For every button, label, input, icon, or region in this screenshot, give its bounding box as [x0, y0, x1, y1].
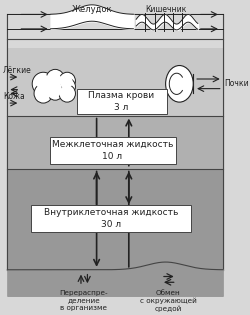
Bar	[7, 169, 223, 270]
Circle shape	[46, 69, 64, 89]
Text: Обмен
с окружающей
средой: Обмен с окружающей средой	[140, 290, 197, 312]
Circle shape	[59, 85, 76, 102]
Text: Плазма крови
3 л: Плазма крови 3 л	[88, 91, 154, 112]
Circle shape	[38, 87, 50, 100]
Bar	[7, 14, 223, 270]
Circle shape	[49, 81, 62, 94]
Ellipse shape	[166, 66, 193, 102]
Bar	[7, 38, 223, 116]
Circle shape	[49, 73, 62, 87]
Bar	[7, 116, 223, 169]
Circle shape	[50, 86, 61, 97]
Circle shape	[61, 88, 72, 99]
Bar	[7, 14, 223, 48]
Text: Лёгкие: Лёгкие	[3, 66, 32, 75]
Text: Почки: Почки	[224, 79, 249, 88]
Text: Внутриклеточная жидкость
30 л: Внутриклеточная жидкость 30 л	[44, 208, 178, 229]
Circle shape	[37, 75, 53, 93]
Circle shape	[32, 72, 54, 95]
Text: Кишечник: Кишечник	[145, 5, 186, 14]
Text: Желудок: Желудок	[72, 5, 112, 14]
Text: Перераспре-
деление
в организме: Перераспре- деление в организме	[60, 290, 108, 311]
Circle shape	[60, 75, 73, 89]
Circle shape	[59, 78, 76, 95]
Circle shape	[47, 83, 64, 100]
Text: Межклеточная жидкость
10 л: Межклеточная жидкость 10 л	[52, 140, 173, 161]
FancyBboxPatch shape	[50, 137, 176, 164]
Circle shape	[59, 72, 76, 89]
Circle shape	[46, 79, 64, 98]
Circle shape	[50, 81, 60, 90]
Circle shape	[34, 84, 52, 103]
FancyBboxPatch shape	[31, 205, 192, 232]
FancyBboxPatch shape	[77, 89, 166, 114]
Text: Кожа: Кожа	[3, 92, 25, 101]
